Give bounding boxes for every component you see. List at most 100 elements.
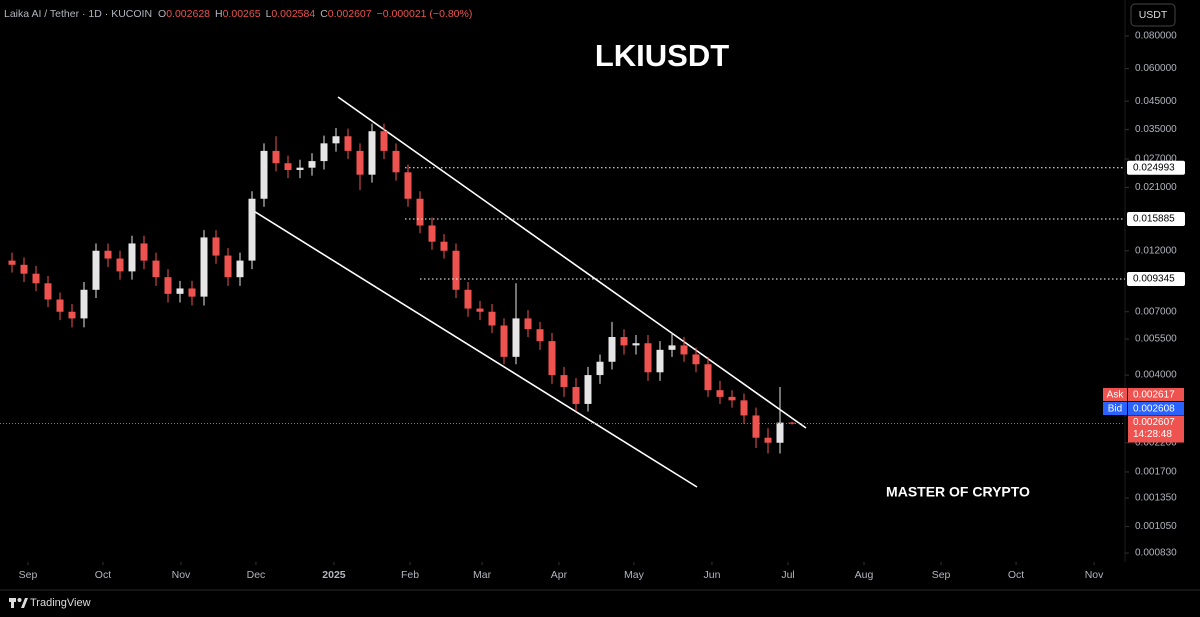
y-tick-label: 0.001700: [1135, 467, 1177, 478]
y-tick-label: 0.007000: [1135, 306, 1177, 317]
candle-body: [440, 241, 448, 251]
ask-value: 0.002617: [1133, 390, 1175, 401]
candle-body: [344, 136, 352, 151]
candle-body: [380, 131, 388, 151]
candle-body: [692, 354, 700, 365]
o-value: 0.002628: [166, 8, 210, 20]
h-value: 0.00265: [223, 8, 261, 20]
price-value: 0.002607: [1133, 417, 1175, 428]
currency-button[interactable]: [1130, 3, 1176, 27]
candle-body: [92, 250, 100, 290]
candle-body: [356, 150, 364, 175]
candle-body: [740, 400, 748, 416]
candle-body: [704, 364, 712, 391]
bid-tag: [1103, 402, 1127, 415]
y-tick-label: 0.002200: [1135, 437, 1177, 448]
brand-logo: [9, 598, 28, 608]
candle-body: [116, 258, 124, 272]
candle-body: [596, 361, 604, 376]
bid-tag-label: Bid: [1108, 404, 1122, 415]
candle-body: [752, 415, 760, 438]
candle-body: [368, 131, 376, 175]
header: Laika AI / Tether · 1D · KUCOIN O0.002628…: [4, 8, 472, 20]
price-box: [1128, 415, 1184, 443]
channel-upper: [337, 96, 807, 429]
candle-body: [416, 198, 424, 226]
o-letter: O: [158, 8, 166, 20]
change: −0.000021 (−0.80%): [377, 8, 473, 20]
level-box: [1127, 160, 1185, 175]
candle-body: [404, 172, 412, 199]
watermark: MASTER OF CRYPTO: [886, 484, 1030, 500]
ask-tag: [1103, 388, 1127, 401]
channel-lower: [251, 209, 698, 488]
y-tick-label: 0.001050: [1135, 521, 1177, 532]
symbol: Laika AI / Tether · 1D · KUCOIN: [4, 8, 152, 20]
candle-body: [464, 289, 472, 309]
l-value: 0.002584: [271, 8, 315, 20]
level-box: [1127, 212, 1185, 227]
currency-label[interactable]: USDT: [1139, 9, 1168, 21]
candle-body: [248, 198, 256, 261]
candle-body: [680, 345, 688, 355]
x-tick-label: Nov: [1085, 569, 1104, 581]
y-tick-label: 0.080000: [1135, 31, 1177, 42]
candle-body: [584, 375, 592, 404]
candle-body: [8, 260, 16, 265]
candle-body: [56, 299, 64, 312]
candle-body: [80, 289, 88, 319]
ask-box: [1128, 388, 1184, 401]
candle-body: [140, 243, 148, 261]
candle-body: [20, 264, 28, 274]
level-label: 0.024993: [1133, 162, 1175, 173]
candle-body: [476, 308, 484, 312]
candle-body: [176, 288, 184, 294]
candle-body: [632, 343, 640, 346]
candle-body: [284, 163, 292, 170]
candle-body: [272, 150, 280, 164]
candle-body: [296, 167, 304, 170]
level-label: 0.015885: [1133, 214, 1175, 225]
candle-body: [164, 277, 172, 294]
candle-body: [332, 136, 340, 144]
bid-box: [1128, 402, 1184, 415]
chart-title: LKIUSDT: [595, 38, 729, 73]
y-tick-label: 0.045000: [1135, 96, 1177, 107]
candle-body: [536, 329, 544, 342]
candle-body: [488, 311, 496, 326]
candle-body: [548, 341, 556, 376]
y-tick-label: 0.027000: [1135, 154, 1177, 165]
y-tick-label: 0.021000: [1135, 182, 1177, 193]
candle-body: [728, 396, 736, 401]
x-tick-label: Feb: [401, 569, 419, 581]
candle-body: [308, 161, 316, 168]
candle-body: [668, 345, 676, 350]
y-tick-label: 0.005500: [1135, 334, 1177, 345]
candle-body: [524, 318, 532, 330]
candle-body: [188, 288, 196, 297]
candle-body: [152, 260, 160, 278]
x-tick-label: 2025: [322, 569, 346, 581]
brand: TradingView: [30, 597, 91, 609]
bid-value: 0.002608: [1133, 404, 1175, 415]
x-tick-label: Oct: [1008, 569, 1024, 581]
h-letter: H: [215, 8, 223, 20]
x-tick-label: Sep: [19, 569, 38, 581]
candle-body: [104, 250, 112, 259]
candle-body: [608, 337, 616, 362]
candle-body: [572, 387, 580, 404]
level-label: 0.009345: [1133, 274, 1175, 285]
candle-body: [236, 260, 244, 278]
candle-body: [224, 255, 232, 278]
y-tick-label: 0.000830: [1135, 548, 1177, 559]
x-tick-label: Jul: [781, 569, 794, 581]
candle-body: [656, 349, 664, 373]
x-tick-label: Sep: [932, 569, 951, 581]
x-tick-label: Oct: [95, 569, 111, 581]
y-tick-label: 0.035000: [1135, 124, 1177, 135]
y-tick-label: 0.004000: [1135, 370, 1177, 381]
candle-body: [428, 225, 436, 242]
candle-body: [200, 237, 208, 297]
